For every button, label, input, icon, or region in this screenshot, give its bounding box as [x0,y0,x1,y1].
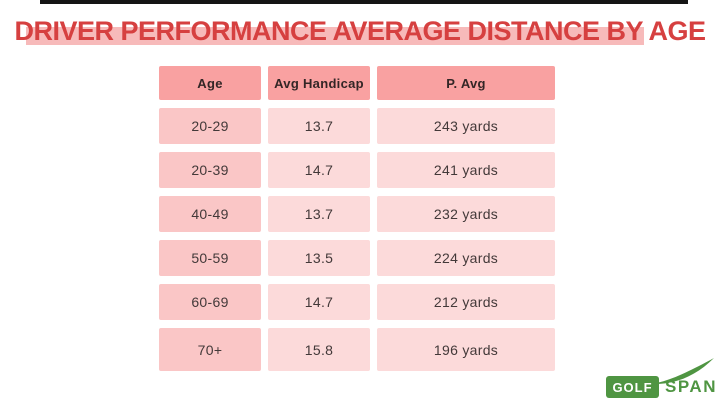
pavg-cell: 241 yards [377,152,555,188]
age-cell: 20-39 [159,152,261,188]
swoosh-icon [650,358,714,385]
pavg-cell: 243 yards [377,108,555,144]
pavg-cell: 232 yards [377,196,555,232]
handicap-cell: 14.7 [268,152,370,188]
handicap-cell: 13.7 [268,108,370,144]
logo-span-text: SPAN [665,377,717,396]
pavg-cell: 224 yards [377,240,555,276]
handicap-cell: 13.7 [268,196,370,232]
logo-golf-box: GOLF [606,376,659,398]
title-highlight-band [26,27,644,45]
column-header-avg-handicap: Avg Handicap [268,66,370,100]
driver-performance-table: Age Avg Handicap P. Avg 20-29 13.7 243 y… [159,66,555,371]
handicap-cell: 13.5 [268,240,370,276]
pavg-cell: 196 yards [377,328,555,371]
golfspan-logo: GOLF SPAN [606,356,718,400]
column-header-p-avg: P. Avg [377,66,555,100]
age-cell: 40-49 [159,196,261,232]
age-cell: 50-59 [159,240,261,276]
top-border-bar [40,0,688,4]
handicap-cell: 15.8 [268,328,370,371]
column-header-age: Age [159,66,261,100]
age-cell: 70+ [159,328,261,371]
page-title: DRIVER PERFORMANCE AVERAGE DISTANCE BY A… [14,16,706,46]
pavg-cell: 212 yards [377,284,555,320]
handicap-cell: 14.7 [268,284,370,320]
age-cell: 20-29 [159,108,261,144]
age-cell: 60-69 [159,284,261,320]
logo-golf-text: GOLF [612,379,653,395]
